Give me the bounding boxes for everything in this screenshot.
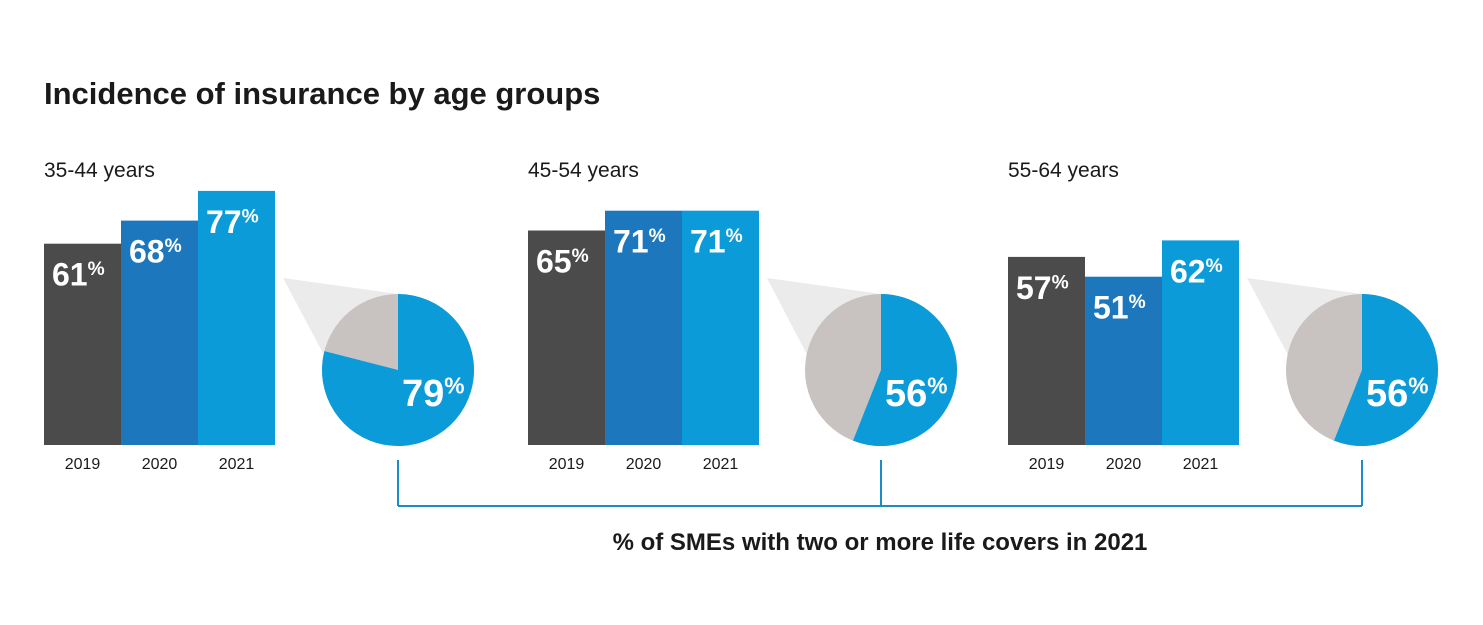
bar: [121, 220, 198, 445]
bracket: [397, 460, 1363, 507]
bar-value-label: 68%: [129, 234, 182, 270]
bar-value-label: 62%: [1170, 253, 1223, 289]
year-tick: 2019: [1029, 456, 1065, 473]
bar-value-label: 65%: [536, 244, 589, 280]
group-label: 35-44 years: [44, 159, 155, 182]
age-group: 55-64 years 57% 2019 51% 2020 62% 2021 56%: [1008, 159, 1439, 473]
chart-title: Incidence of insurance by age groups: [44, 76, 600, 111]
bar: [528, 230, 605, 445]
bar-value-label: 51%: [1093, 290, 1146, 326]
bar-value-label: 71%: [690, 224, 743, 260]
group-label: 55-64 years: [1008, 159, 1119, 182]
bar: [1008, 256, 1085, 445]
bar: [44, 243, 121, 445]
pie-slice: [321, 294, 474, 446]
bar-value-label: 57%: [1016, 270, 1069, 306]
year-tick: 2021: [1183, 456, 1219, 473]
year-tick: 2020: [1106, 456, 1142, 473]
bracket-label: % of SMEs with two or more life covers i…: [613, 529, 1148, 556]
pie-value-label: 56%: [1366, 372, 1429, 415]
year-tick: 2019: [549, 456, 585, 473]
year-tick: 2021: [703, 456, 739, 473]
bar: [1162, 240, 1239, 445]
bar-value-label: 61%: [52, 257, 105, 293]
pie-value-label: 56%: [885, 372, 948, 415]
bar-value-label: 77%: [206, 204, 259, 240]
bar: [1085, 276, 1162, 445]
bar-value-label: 71%: [613, 224, 666, 260]
year-tick: 2020: [626, 456, 662, 473]
bar: [682, 210, 759, 445]
bar: [198, 190, 275, 445]
age-group: 45-54 years 65% 2019 71% 2020 71% 2021 56%: [528, 159, 957, 473]
age-group: 35-44 years 61% 2019 68% 2020 77% 2021 79%: [44, 159, 474, 473]
year-tick: 2020: [142, 456, 178, 473]
year-tick: 2021: [219, 456, 255, 473]
pie-slice: [853, 294, 957, 447]
bar: [605, 210, 682, 445]
chart-groups: 35-44 years 61% 2019 68% 2020 77% 2021 79% 45-54…: [44, 159, 1439, 473]
pie-slice: [1334, 294, 1439, 446]
group-label: 45-54 years: [528, 159, 639, 182]
pie-value-label: 79%: [402, 372, 465, 415]
year-tick: 2019: [65, 456, 101, 473]
